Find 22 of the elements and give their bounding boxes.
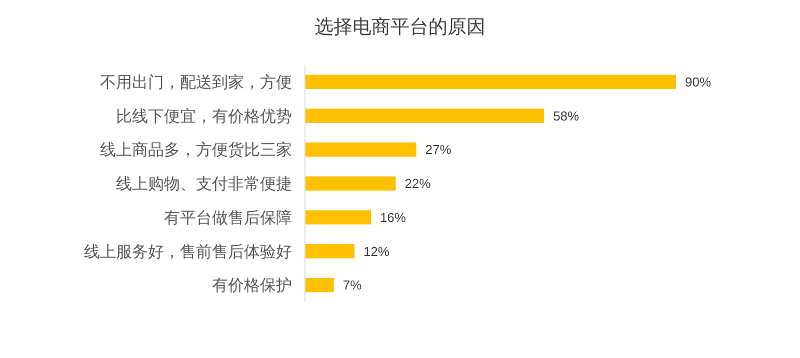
data-label: 16%	[380, 210, 406, 225]
data-label: 27%	[425, 142, 452, 158]
data-label: 90%	[685, 74, 712, 90]
chart-title: 选择电商平台的原因	[314, 16, 486, 38]
bar	[305, 142, 416, 157]
data-label: 7%	[342, 278, 362, 293]
y-tick-label: 有价格保护	[212, 276, 292, 295]
bar	[305, 278, 334, 292]
bar	[305, 244, 354, 258]
bar	[305, 176, 396, 191]
data-label: 58%	[553, 108, 580, 124]
bar	[305, 74, 676, 90]
data-label: 12%	[363, 244, 390, 259]
y-tick-label: 有平台做售后保障	[164, 208, 292, 227]
y-tick-label: 比线下便宜，有价格优势	[116, 107, 292, 126]
bar	[305, 210, 371, 224]
y-tick-label: 不用出门，配送到家，方便	[100, 74, 292, 92]
bar	[305, 108, 544, 123]
data-label: 22%	[404, 176, 432, 192]
y-tick-label: 线上服务好，售前售后体验好	[84, 242, 292, 261]
y-tick-label: 线上购物、支付非常便捷	[116, 175, 292, 194]
y-tick-label: 线上商品多，方便货比三家	[100, 141, 292, 160]
